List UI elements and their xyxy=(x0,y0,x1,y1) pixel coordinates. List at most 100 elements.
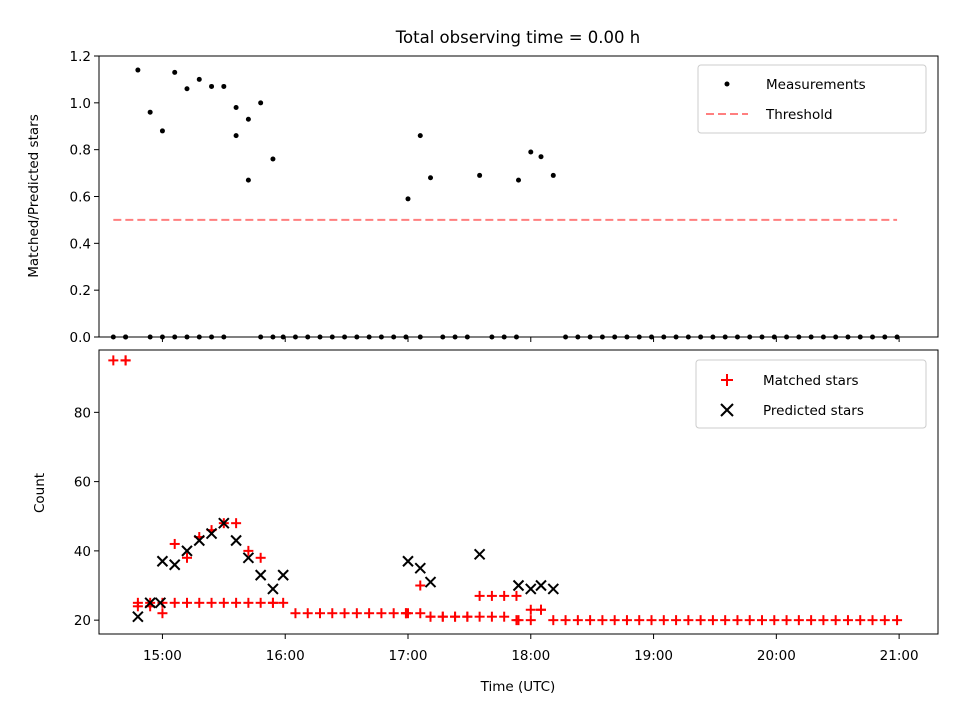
count-x-tick-label: 21:00 xyxy=(880,648,919,664)
predicted-star-point xyxy=(512,579,525,592)
measurement-point xyxy=(784,334,790,340)
matched-star-point xyxy=(108,355,119,366)
matched-star-point xyxy=(486,611,497,622)
figure-title: Total observing time = 0.00 h xyxy=(395,28,640,47)
matched-star-point xyxy=(597,615,608,626)
measurement-point xyxy=(172,334,178,340)
matched-star-point xyxy=(842,615,853,626)
measurement-point xyxy=(209,334,215,340)
matched-star-point xyxy=(671,615,682,626)
count-x-tick-label: 16:00 xyxy=(266,648,305,664)
predicted-star-point xyxy=(254,569,267,581)
matched-star-point xyxy=(243,597,254,608)
legend-threshold-label: Threshold xyxy=(765,107,833,123)
measurement-point xyxy=(857,334,863,340)
matched-star-point xyxy=(120,355,131,366)
count-y-tick-label: 40 xyxy=(74,544,91,560)
legend-measurements-label: Measurements xyxy=(766,77,866,93)
measurement-point xyxy=(342,334,348,340)
measurement-point xyxy=(477,172,483,178)
measurement-point xyxy=(110,334,116,340)
predicted-star-point xyxy=(156,555,169,567)
measurement-point xyxy=(403,334,409,340)
measurement-point xyxy=(710,334,716,340)
matched-star-point xyxy=(695,615,706,626)
count-panel: 20 40 60 80 15:00 16:00 17:00 18:00 19:00 20:00 2… xyxy=(32,349,939,695)
ratio-y-tick-label: 0.0 xyxy=(70,330,91,346)
measurement-point xyxy=(563,334,569,340)
ratio-y-tick-label: 0.6 xyxy=(70,190,91,206)
measurement-point xyxy=(649,334,655,340)
measurement-point xyxy=(135,67,141,73)
matched-star-point xyxy=(255,552,266,563)
matched-star-point xyxy=(267,597,278,608)
matched-star-point xyxy=(499,590,510,601)
ratio-data-marks xyxy=(110,67,900,340)
predicted-star-point xyxy=(181,545,193,557)
matched-star-point xyxy=(548,615,559,626)
matched-star-point xyxy=(536,604,547,615)
measurement-point xyxy=(305,334,311,340)
measurement-point xyxy=(673,334,679,340)
measurement-point xyxy=(221,83,227,89)
count-y-tick-label: 60 xyxy=(74,475,91,491)
matched-star-point xyxy=(231,518,242,529)
measurement-point xyxy=(501,334,507,340)
matched-star-point xyxy=(231,597,242,608)
measurement-point xyxy=(270,156,276,162)
measurement-point xyxy=(636,334,642,340)
matched-star-point xyxy=(194,597,205,608)
measurement-point xyxy=(661,334,667,340)
matched-star-point xyxy=(169,538,180,549)
matched-star-point xyxy=(707,615,718,626)
count-x-axis-label: Time (UTC) xyxy=(480,679,556,695)
measurement-point xyxy=(245,177,251,183)
measurement-point xyxy=(123,334,129,340)
matched-star-point xyxy=(867,615,878,626)
matched-star-point xyxy=(732,615,743,626)
matched-star-point xyxy=(609,615,620,626)
matched-star-point xyxy=(769,615,780,626)
predicted-star-point xyxy=(242,552,255,564)
measurement-point xyxy=(685,334,691,340)
matched-star-point xyxy=(376,608,387,619)
measurement-point xyxy=(882,334,888,340)
predicted-star-point xyxy=(169,559,181,571)
count-y-axis-label: Count xyxy=(32,473,48,513)
measurement-point xyxy=(513,334,519,340)
matched-star-point xyxy=(486,590,497,601)
predicted-star-point xyxy=(525,583,537,595)
matched-star-point xyxy=(181,552,192,563)
predicted-star-point xyxy=(535,579,547,592)
predicted-star-point xyxy=(193,534,205,547)
ratio-y-axis-label: Matched/Predicted stars xyxy=(26,114,42,277)
count-legend: Matched stars Predicted stars xyxy=(695,359,927,429)
measurement-point xyxy=(280,334,286,340)
count-x-ticks: 15:00 16:00 17:00 18:00 19:00 20:00 21:00 xyxy=(143,634,919,664)
measurement-point xyxy=(550,172,556,178)
ratio-y-tick-label: 0.2 xyxy=(70,283,91,299)
measurement-point xyxy=(405,196,411,202)
matched-star-point xyxy=(415,608,426,619)
count-y-ticks: 20 40 60 80 xyxy=(74,405,99,629)
matched-star-point xyxy=(474,590,485,601)
measurement-point xyxy=(516,177,521,183)
predicted-star-point xyxy=(144,597,156,609)
matched-star-point xyxy=(634,615,645,626)
count-legend-frame xyxy=(695,359,927,429)
measurement-point xyxy=(624,334,630,340)
matched-star-point xyxy=(157,597,168,608)
measurement-point xyxy=(417,133,423,139)
matched-star-point xyxy=(278,597,289,608)
measurement-point xyxy=(870,334,876,340)
measurement-point xyxy=(147,109,153,115)
matched-star-point xyxy=(646,615,657,626)
predicted-star-point xyxy=(277,569,289,581)
predicted-star-point xyxy=(205,527,218,540)
count-axes-frame xyxy=(98,349,939,635)
matched-star-point xyxy=(415,580,426,591)
measurement-point xyxy=(771,334,777,340)
matched-star-point xyxy=(351,608,362,619)
matched-star-point xyxy=(327,608,338,619)
measurement-point xyxy=(452,334,458,340)
